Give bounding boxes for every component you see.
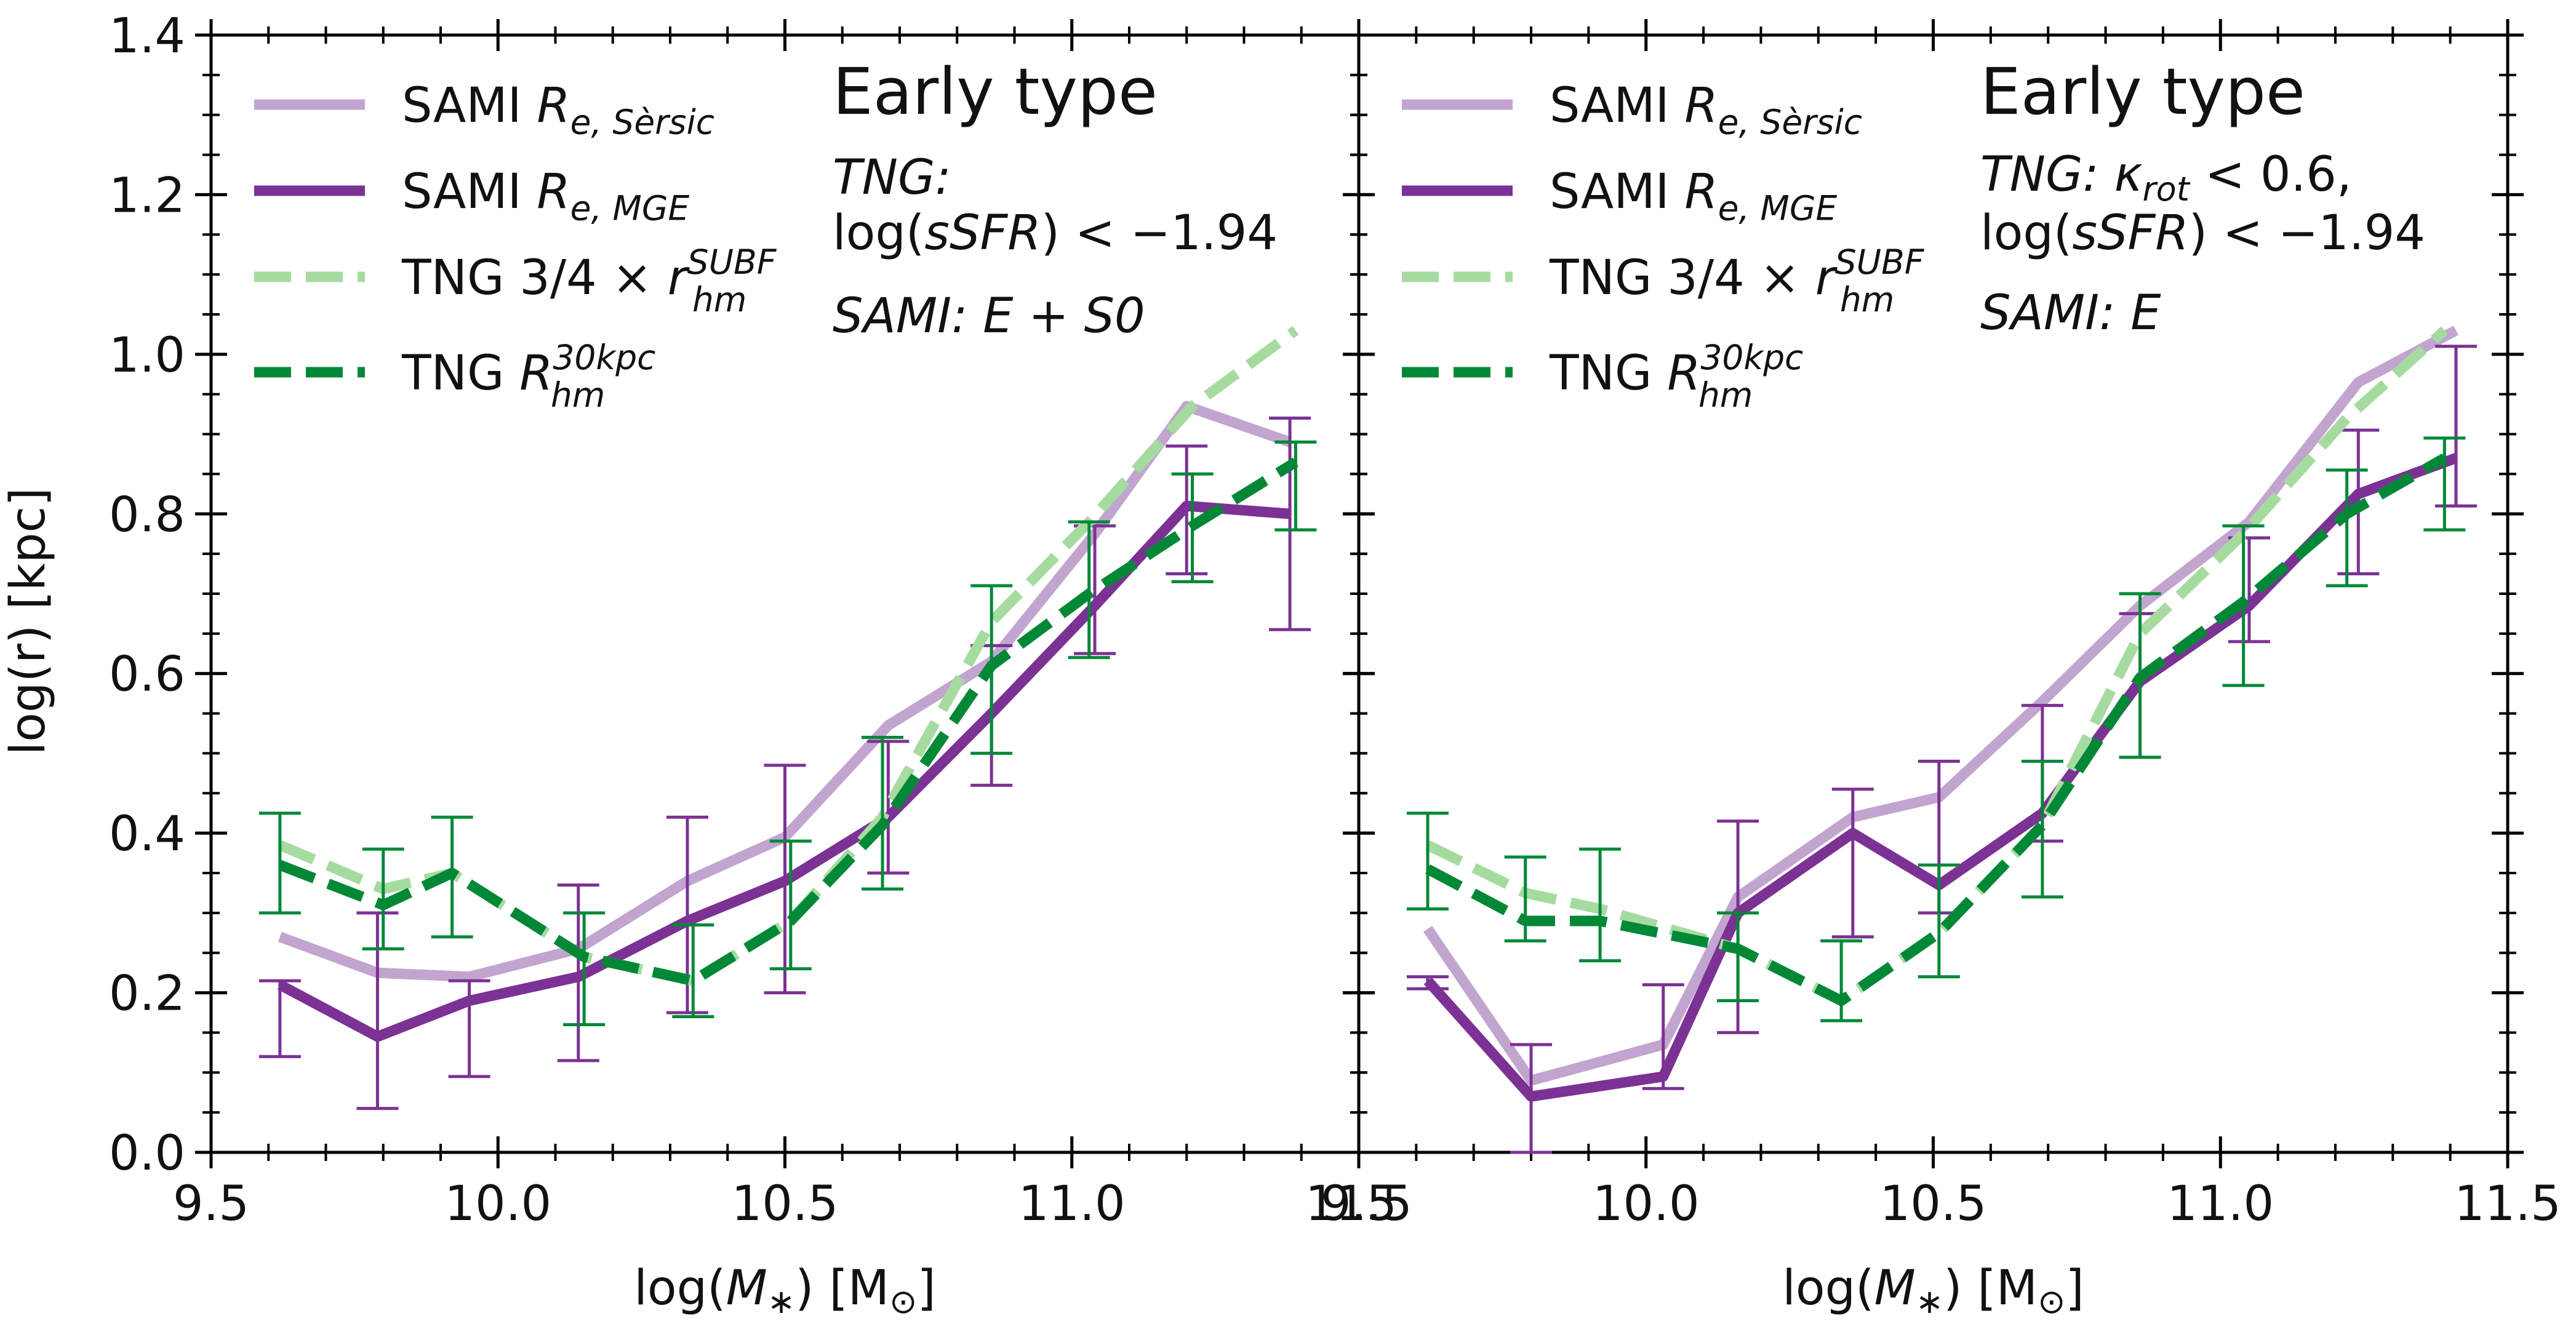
y-tick-label: 1.4 — [109, 9, 185, 64]
x-tick-label: 11.5 — [1305, 1176, 1412, 1232]
x-tick-label: 10.5 — [732, 1176, 839, 1232]
x-axis-label: log(M∗) [M⊙] — [1782, 1261, 2084, 1321]
annotation-line: TNG: — [833, 150, 951, 205]
x-tick-label: 11.0 — [2167, 1176, 2274, 1232]
annotation-line: log(sSFR) < −1.94 — [833, 205, 1278, 261]
panel-title: Early type — [1980, 54, 2305, 129]
x-tick-label: 10.0 — [1593, 1176, 1700, 1232]
x-tick-label: 10.0 — [444, 1176, 551, 1232]
x-axis-label: log(M∗) [M⊙] — [634, 1261, 936, 1321]
annotation-line: TNG: κrot < 0.6, — [1980, 147, 2352, 209]
right-panel: 9.5 10.0 10.5 11.0 11.5 log(M∗) [M⊙] SAMI Re, … — [1321, 19, 2561, 1321]
y-tick-label: 0.0 — [109, 1126, 185, 1181]
x-tick-label: 11.5 — [2454, 1176, 2561, 1232]
series-line-tng_30kpc — [278, 457, 1298, 986]
legend-label-sami_mge: SAMI Re, MGE — [1550, 164, 1838, 228]
y-tick-label: 0.8 — [109, 487, 185, 543]
legend-label-sami_mge: SAMI Re, MGE — [402, 164, 690, 228]
annotation-line: log(sSFR) < −1.94 — [1980, 205, 2425, 261]
legend-label-tng_subf: TNG 3/4 × rSUBF hm — [401, 242, 777, 319]
axes-frame — [1357, 33, 2510, 1154]
legend-label-tng_30kpc: TNG R30kpc hm — [401, 338, 655, 415]
y-tick-label: 0.6 — [109, 647, 185, 703]
x-tick-label: 9.5 — [173, 1176, 249, 1232]
x-tick-label: 9.5 — [1321, 1176, 1397, 1232]
legend-label-sami_sersic: SAMI Re, Sèrsic — [1550, 78, 1862, 142]
y-tick-label: 0.2 — [109, 967, 185, 1022]
legend-label-tng_subf: TNG 3/4 × rSUBF hm — [1549, 242, 1925, 319]
x-tick-label: 10.5 — [1880, 1176, 1987, 1232]
legend-label-tng_30kpc: TNG R30kpc hm — [1549, 338, 1803, 415]
annotation-line: SAMI: E + S0 — [833, 289, 1145, 344]
y-tick-label: 0.4 — [109, 807, 185, 862]
panel-title: Early type — [833, 54, 1158, 129]
series-line-tng_30kpc — [1425, 453, 2447, 1007]
y-tick-label: 1.2 — [109, 168, 185, 223]
y-axis-label: log(r) [kpc] — [1, 487, 56, 755]
y-tick-label: 1.0 — [109, 328, 185, 383]
x-tick-label: 11.0 — [1018, 1176, 1126, 1232]
annotation-line: SAMI: E — [1980, 285, 2161, 341]
left-panel: 9.5 10.0 10.5 11.0 11.5 0.0 0.2 0.4 0.6 0.8 1.0 1.2… — [109, 9, 1412, 1321]
legend-label-sami_sersic: SAMI Re, Sèrsic — [402, 78, 714, 142]
series-line-sami_sersic — [1423, 325, 2458, 1086]
series-line-tng_subf — [1425, 326, 2448, 1007]
